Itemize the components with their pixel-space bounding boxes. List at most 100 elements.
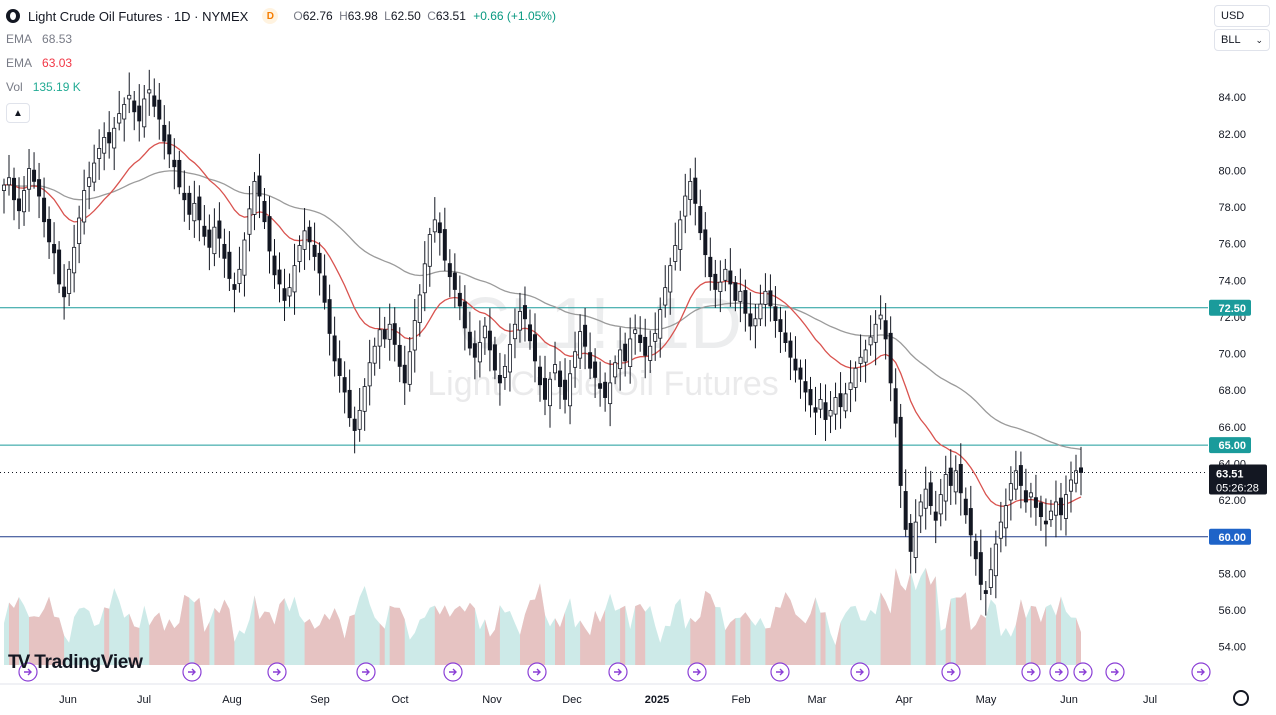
candle [522,286,527,342]
collapse-indicators-button[interactable]: ▲ [6,103,30,123]
event-marker-icon[interactable] [1049,662,1069,682]
candle [718,260,723,313]
candle-body [548,378,553,407]
indicator-ema-long[interactable]: EMA 68.53 [6,32,73,46]
candle-body [558,370,563,387]
candle [67,261,72,307]
candle-body [893,388,898,424]
event-marker-icon[interactable] [1105,662,1125,682]
horizontal-levels[interactable] [0,307,1208,538]
time-tick-label: Oct [391,694,408,706]
candle [437,212,442,256]
candle [227,231,232,292]
event-marker-icon[interactable] [356,662,376,682]
candle [47,206,52,259]
candle-body [102,137,107,154]
candle [417,284,422,337]
candle [397,327,402,383]
candle-body [1058,497,1063,516]
candle [172,138,177,190]
event-marker-icon[interactable] [1021,662,1041,682]
candle [197,185,202,242]
candle-body [252,180,257,215]
candle-body [462,301,467,329]
candle-body [643,336,648,356]
event-marker-icon[interactable] [267,662,287,682]
candle [412,299,417,373]
candle [352,406,357,454]
scale-selector[interactable]: BLL ⌄ [1214,29,1270,51]
price-tick-label: 56.00 [1218,605,1246,617]
event-marker-icon[interactable] [687,662,707,682]
candle [527,309,532,350]
event-marker-icon[interactable] [1191,662,1211,682]
candle-body [52,244,57,254]
event-marker-icon[interactable] [608,662,628,682]
event-marker-icon[interactable] [527,662,547,682]
candle [17,177,22,230]
candle-body [798,367,803,380]
candle-body [748,313,753,327]
candle [1053,480,1058,538]
candle [973,533,978,576]
candle-body [177,159,182,188]
candle [788,332,793,381]
event-marker-icon[interactable] [770,662,790,682]
candle-body [22,190,27,213]
event-marker-icon[interactable] [182,662,202,682]
candle-body [422,263,427,294]
candle [638,316,643,352]
indicator-ema-short[interactable]: EMA 63.03 [6,56,73,70]
candle-body [287,287,292,297]
candle [828,391,833,434]
candle-body [1043,520,1048,525]
event-marker-icon[interactable] [850,662,870,682]
symbol-title[interactable]: Light Crude Oil Futures · 1D · NYMEX [28,8,249,24]
exchange-logo-icon [6,9,20,23]
event-marker-icon[interactable] [941,662,961,682]
candle-body [688,180,693,200]
ohlc-readout: O62.76 H63.98 L62.50 C63.51 +0.66 (+1.05… [293,9,556,23]
last-price-tag[interactable] [1209,464,1267,495]
price-tick-label: 66.00 [1218,422,1246,434]
level-tag[interactable] [1209,437,1251,454]
level-tag[interactable] [1209,299,1251,316]
candle [162,105,167,160]
candle-body [918,501,923,517]
settings-gear-icon[interactable] [1233,690,1249,706]
indicator-volume[interactable]: Vol 135.19 K [6,80,81,94]
candle-body [262,200,267,223]
candle-body [598,383,603,389]
event-marker-icon[interactable] [1073,662,1093,682]
data-delay-badge[interactable]: D [262,8,279,24]
currency-selector[interactable]: USD [1214,5,1270,27]
candle-body [392,323,397,345]
candle [322,254,327,310]
event-marker-icon[interactable] [18,662,38,682]
candle [1048,499,1053,527]
candle-body [958,464,963,494]
candle-body [1023,490,1028,503]
candle [282,268,287,321]
candle [993,530,998,599]
price-axis[interactable]: 84.0082.0080.0078.0076.0074.0072.0070.00… [1208,0,1276,715]
candle [107,111,112,159]
level-tag[interactable] [1209,528,1251,545]
time-tick-label: Jun [1060,694,1078,706]
candle-body [988,569,993,588]
candle [232,272,237,313]
candle-body [267,216,272,252]
event-markers[interactable] [18,662,1211,682]
candle-body [698,206,703,234]
candle [302,208,307,270]
candle [237,246,242,293]
candle [462,285,467,351]
candle-body [843,393,848,412]
event-marker-icon[interactable] [443,662,463,682]
time-axis[interactable]: Jun Jul Aug Sep Oct Nov Dec 2025 Feb Mar Apr May Jun… [0,683,1208,706]
candle [362,378,367,431]
candle [207,214,212,271]
tradingview-logo[interactable]: TV TradingView [8,652,143,673]
candle-body [938,494,943,515]
